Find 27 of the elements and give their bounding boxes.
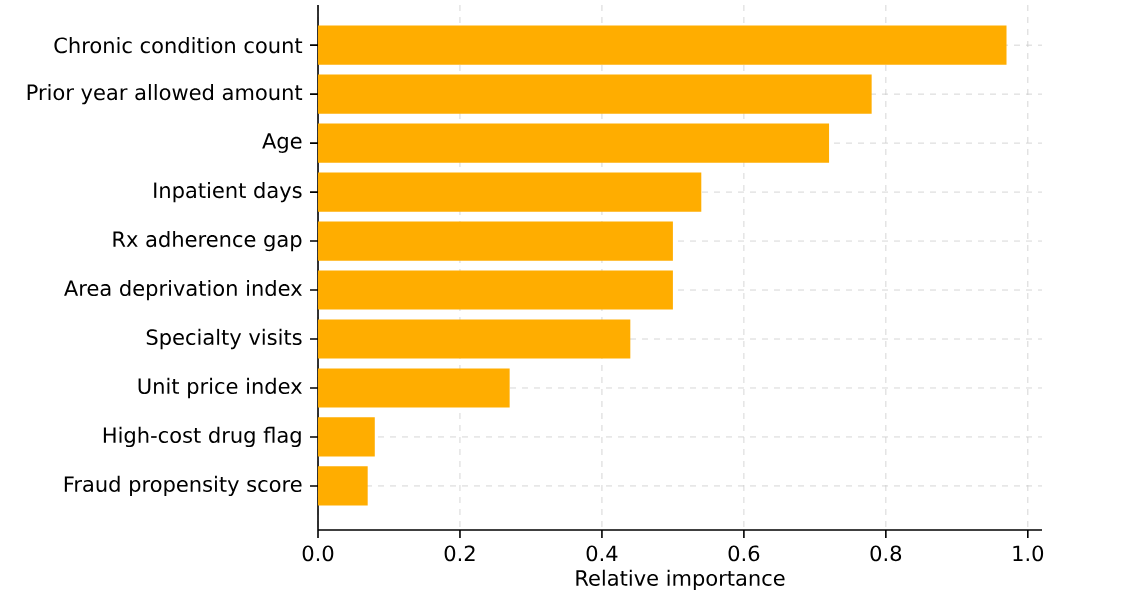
- y-tick-label: Inpatient days: [154, 181, 302, 203]
- y-tick-label: Fraud propensity score: [64, 475, 302, 497]
- y-tick-label: Specialty visits: [146, 328, 302, 350]
- y-tick-label: Area deprivation index: [64, 279, 302, 301]
- x-tick-label: 0.8: [870, 545, 902, 562]
- x-tick-label: 0.4: [586, 545, 618, 562]
- bar: [318, 172, 702, 212]
- bar: [318, 74, 872, 114]
- bar: [318, 25, 1007, 65]
- y-tick-label: Unit price index: [138, 377, 302, 399]
- x-tick-label: 1.0: [1013, 545, 1044, 562]
- bar: [318, 319, 631, 359]
- x-tick-label: 0.2: [444, 545, 475, 562]
- bar: [318, 123, 830, 163]
- bar: [318, 368, 510, 408]
- y-tick-label: Age: [262, 133, 302, 153]
- bar: [318, 221, 673, 261]
- x-tick-label: 0.0: [302, 545, 334, 562]
- y-tick-label: Chronic condition count: [54, 37, 303, 54]
- x-tick-label: 0.6: [728, 545, 760, 562]
- x-axis-title: Relative importance: [576, 569, 785, 590]
- bar: [318, 417, 375, 457]
- y-tick-label: Prior year allowed amount: [27, 83, 303, 105]
- bar: [318, 466, 368, 506]
- bar: [318, 270, 673, 310]
- y-tick-label: Rx adherence gap: [113, 230, 302, 252]
- y-tick-label: High-cost drug flag: [103, 426, 301, 448]
